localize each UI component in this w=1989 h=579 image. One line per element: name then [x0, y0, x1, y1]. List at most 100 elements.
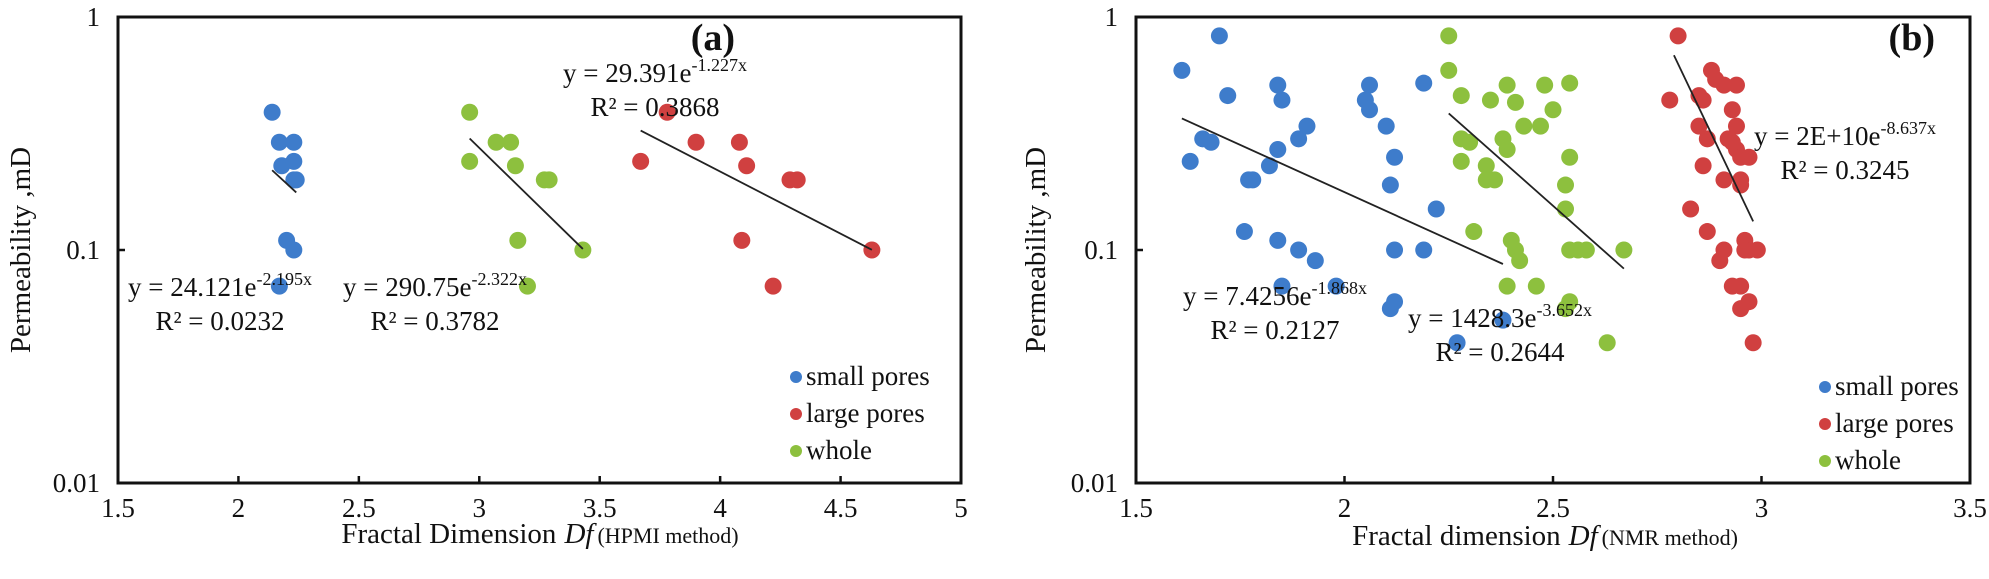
data-point: [1452, 87, 1470, 105]
data-point: [1327, 277, 1345, 295]
y-tick-label: 0.01: [1071, 468, 1118, 498]
data-point: [461, 152, 479, 170]
data-point: [1481, 91, 1499, 109]
data-point: [1748, 241, 1766, 259]
x-tick-label: 4.5: [824, 493, 858, 523]
data-point: [1452, 152, 1470, 170]
data-point: [1561, 74, 1579, 92]
data-point: [658, 103, 676, 121]
x-tick-label: 1.5: [1119, 493, 1153, 523]
data-point: [1727, 76, 1745, 94]
data-point: [1669, 27, 1687, 45]
data-point: [1498, 76, 1516, 94]
x-tick-label: 3.5: [1953, 493, 1987, 523]
data-point: [1273, 91, 1291, 109]
legend-marker: [790, 371, 802, 383]
data-point: [1715, 171, 1733, 189]
data-point: [764, 277, 782, 295]
data-point: [1557, 200, 1575, 218]
data-point: [1202, 133, 1220, 151]
trendline-equation: y = 24.121e-2.195x: [128, 269, 312, 302]
x-axis-label-method: (HPMI method): [597, 523, 738, 548]
data-point: [461, 103, 479, 121]
legend-label: small pores: [806, 361, 930, 391]
trendline-r2: R² = 0.2644: [1435, 337, 1565, 367]
data-point: [1744, 334, 1762, 352]
legend-marker: [790, 445, 802, 457]
equation-exponent: -2.195x: [256, 269, 312, 289]
trendline: [271, 169, 297, 194]
legend: small pores large pores whole: [790, 361, 930, 465]
series-large-pores: [1661, 27, 1766, 352]
data-point: [1527, 277, 1545, 295]
data-point: [1690, 117, 1708, 135]
trendline-r2: R² = 0.0232: [155, 306, 284, 336]
equation-base: y = 2E+10e: [1754, 121, 1880, 151]
legend-marker: [1819, 418, 1831, 430]
data-point: [1544, 101, 1562, 119]
x-axis-label-main: Fractal dimension: [1352, 520, 1561, 552]
equation-base: y = 24.121e: [128, 272, 256, 302]
trendline: [1448, 112, 1625, 270]
panel-label: (a): [691, 17, 735, 59]
data-point: [1661, 91, 1679, 109]
data-point: [1306, 252, 1324, 270]
x-tick-label: 3: [1755, 493, 1769, 523]
data-point: [1415, 241, 1433, 259]
data-point: [1727, 117, 1745, 135]
data-point: [1723, 101, 1741, 119]
data-point: [1577, 241, 1595, 259]
y-tick-label: 0.01: [53, 468, 100, 498]
x-axis-label-symbol: Df: [563, 518, 597, 550]
equation-base: y = 7.4256e: [1183, 281, 1311, 311]
legend-marker: [1819, 381, 1831, 393]
equation-exponent: -2.322x: [471, 269, 527, 289]
data-point: [502, 133, 520, 151]
data-point: [285, 241, 303, 259]
data-point: [863, 241, 881, 259]
data-point: [1386, 148, 1404, 166]
data-point: [1598, 334, 1616, 352]
equation-base: y = 290.75e: [343, 272, 471, 302]
data-point: [1219, 87, 1237, 105]
data-point: [1273, 277, 1291, 295]
data-point: [1386, 293, 1404, 311]
data-point: [1694, 91, 1712, 109]
y-axis-label: Permeability ,mD: [5, 147, 37, 353]
data-point: [1615, 241, 1633, 259]
x-tick-label: 4: [713, 493, 727, 523]
y-tick-label: 1: [1105, 2, 1119, 32]
trendline: [469, 137, 584, 250]
panel-b: 1.5 2 2.5 3 3.5 1 0.1 0.01 Permeability ,mD Fract…: [1020, 2, 1987, 552]
data-point: [1210, 27, 1228, 45]
x-axis-label-method: (NMR method): [1602, 525, 1738, 550]
data-point: [1732, 300, 1750, 318]
data-point: [1506, 93, 1524, 111]
x-axis-label-symbol: Df: [1568, 520, 1602, 552]
trendline: [1673, 54, 1754, 222]
data-point: [487, 133, 505, 151]
x-axis-label: Fractal Dimension Df (HPMI method): [341, 518, 738, 550]
data-point: [1486, 171, 1504, 189]
series-large-pores: [632, 103, 881, 295]
data-point: [1531, 117, 1549, 135]
data-point: [1269, 76, 1287, 94]
x-tick-label: 2: [1338, 493, 1352, 523]
trendline-equation: y = 290.75e-2.322x: [343, 269, 527, 302]
y-axis-label: Permeability ,mD: [1020, 147, 1052, 353]
trendline-r2: R² = 0.3868: [590, 92, 719, 122]
legend-label: large pores: [806, 398, 925, 428]
data-point: [1235, 223, 1253, 241]
panel-label: (b): [1889, 17, 1935, 59]
data-point: [518, 277, 536, 295]
data-point: [1440, 61, 1458, 79]
data-point: [506, 157, 524, 175]
data-point: [1440, 27, 1458, 45]
data-point: [1361, 76, 1379, 94]
y-tick-label: 0.1: [1084, 235, 1118, 265]
panel-a: 1.5 2 2.5 3 3.5 4 4.5 5 1 0.1 0.01 Permeability ,mD…: [5, 2, 968, 550]
x-tick-label: 2: [232, 493, 246, 523]
data-point: [1298, 117, 1316, 135]
trendline: [1181, 117, 1504, 265]
